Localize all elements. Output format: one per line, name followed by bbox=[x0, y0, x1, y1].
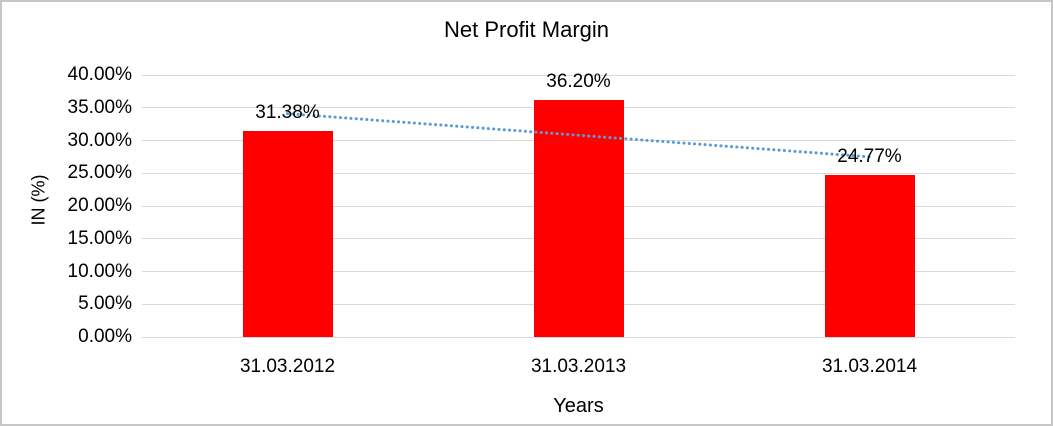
y-axis-tick-label: 10.00% bbox=[67, 260, 132, 282]
bar bbox=[242, 131, 333, 337]
y-axis-tick-label: 35.00% bbox=[67, 96, 132, 118]
y-axis-tick-label: 30.00% bbox=[67, 129, 132, 151]
y-axis-tick-label: 20.00% bbox=[67, 195, 132, 216]
y-axis-tick-label: 25.00% bbox=[67, 162, 132, 184]
chart-title: Net Profit Margin bbox=[443, 17, 610, 42]
bar-data-label: 36.20% bbox=[546, 70, 611, 92]
bar-data-label: 31.38% bbox=[255, 102, 320, 124]
bar bbox=[533, 99, 624, 337]
x-axis-tick-label: 31.03.2013 bbox=[530, 356, 627, 377]
bar bbox=[824, 174, 915, 337]
bar-data-label: 24.77% bbox=[837, 145, 902, 167]
x-axis-title: Years bbox=[553, 395, 604, 417]
y-axis-tick-label: 5.00% bbox=[78, 293, 132, 315]
x-axis-tick-label: 31.03.2014 bbox=[821, 356, 918, 377]
x-axis-tick-label: 31.03.2012 bbox=[239, 356, 336, 377]
y-axis-tick-label: 40.00% bbox=[67, 64, 132, 85]
y-axis-tick-label: 0.00% bbox=[78, 326, 132, 347]
y-axis-tick-label: 15.00% bbox=[67, 227, 132, 249]
gridline bbox=[142, 74, 1015, 76]
gridline bbox=[142, 336, 1015, 338]
